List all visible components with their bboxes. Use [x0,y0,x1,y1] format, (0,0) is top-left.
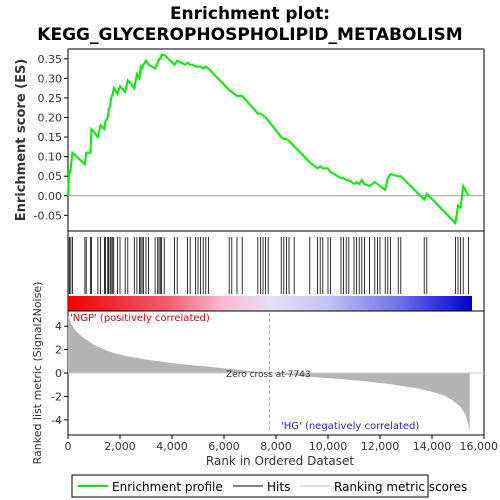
x-tick-label: 6,000 [208,440,240,453]
x-tick-label: 0 [65,440,72,453]
x-axis-ticks: 0 2,000 4,000 6,000 8,000 10,000 12,000 14,000 1… [65,435,499,453]
metric-y-axis-label: Ranked list metric (Signal2Noise) [31,282,44,465]
es-panel-frame [67,48,485,232]
legend-label-ranking-metric: Ranking metric scores [334,480,467,494]
x-tick-label: 14,000 [413,440,452,453]
metric-y-tick-label: 0 [55,367,62,380]
es-y-tick-label: 0.35 [38,53,63,66]
legend-label-enrichment-profile: Enrichment profile [112,480,223,494]
metric-y-tick-label: 2 [55,344,62,357]
x-tick-label: 16,000 [460,440,499,453]
es-y-ticks: -0.05 0.00 0.05 0.10 0.15 0.20 0.25 0.30 0.35 [34,53,68,222]
es-y-tick-label: -0.05 [34,209,62,222]
legend-label-hits: Hits [267,480,290,494]
metric-y-tick-label: -4 [51,414,62,427]
x-tick-label: 8,000 [260,440,292,453]
negative-correlation-label: 'HG' (negatively correlated) [281,421,419,432]
metric-y-ticks: -4 -2 0 2 4 [51,320,68,427]
x-axis-label: Rank in Ordered Dataset [206,454,354,468]
es-y-tick-label: 0.00 [38,190,63,203]
chart-title-line-2: KEGG_GLYCEROPHOSPHOLIPID_METABOLISM [37,25,462,45]
es-y-axis-label: Enrichment score (ES) [14,59,29,222]
metric-y-tick-label: -2 [51,390,62,403]
enrichment-profile-line [67,53,470,226]
x-tick-label: 2,000 [104,440,136,453]
x-tick-label: 10,000 [309,440,348,453]
metric-y-tick-label: 4 [55,320,62,333]
es-y-tick-label: 0.10 [38,151,63,164]
hit-marks [67,237,469,294]
es-y-tick-label: 0.30 [38,72,63,85]
es-y-tick-label: 0.05 [38,170,63,183]
chart-title-line-1: Enrichment plot: [170,4,330,24]
es-y-tick-label: 0.15 [38,131,63,144]
rank-color-bar [68,296,472,311]
positive-correlation-label: 'NGP' (positively correlated) [70,313,210,324]
x-tick-label: 12,000 [361,440,400,453]
zero-cross-label: Zero cross at 7743 [226,370,311,380]
es-y-tick-label: 0.25 [38,92,63,105]
es-y-tick-label: 0.20 [38,111,63,124]
x-tick-label: 4,000 [156,440,188,453]
